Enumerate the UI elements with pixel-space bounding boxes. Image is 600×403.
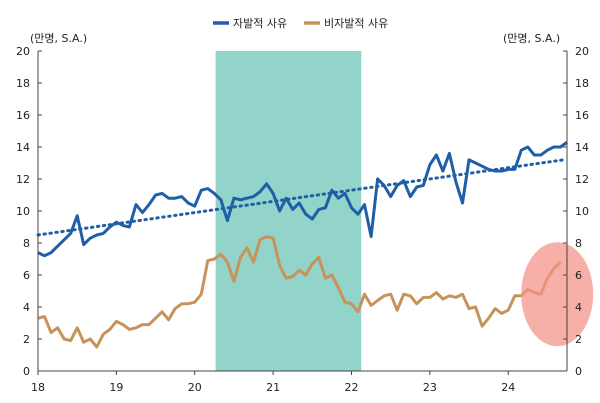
y-tick-label-left: 8 (23, 237, 30, 250)
y-tick-label-left: 20 (16, 45, 30, 58)
y-tick-label-right: 6 (575, 269, 582, 282)
x-tick-label: 21 (266, 381, 280, 394)
trend-line (36, 158, 566, 237)
x-tick-label: 24 (501, 381, 515, 394)
y-unit-left: (만명, S.A.) (30, 32, 87, 45)
y-tick-label-right: 8 (575, 237, 582, 250)
x-tick-label: 20 (188, 381, 202, 394)
legend-label-voluntary: 자발적 사유 (233, 17, 287, 30)
y-tick-label-right: 10 (575, 205, 589, 218)
y-tick-label-right: 18 (575, 77, 589, 90)
shaded-period (215, 51, 362, 371)
y-tick-label-left: 10 (16, 205, 30, 218)
x-tick-label: 19 (109, 381, 123, 394)
y-tick-label-left: 2 (23, 333, 30, 346)
legend: 자발적 사유 비자발적 사유 (213, 17, 388, 30)
y-tick-label-right: 0 (575, 365, 582, 378)
series-line-involuntary (37, 235, 562, 349)
y-tick-label-left: 12 (16, 173, 30, 186)
x-tick-label: 18 (31, 381, 45, 394)
y-tick-label-left: 18 (16, 77, 30, 90)
y-tick-label-left: 16 (16, 109, 30, 122)
y-tick-label-right: 2 (575, 333, 582, 346)
y-tick-label-right: 12 (575, 173, 589, 186)
highlight-circle (521, 242, 594, 347)
x-tick-label: 23 (423, 381, 437, 394)
y-tick-label-right: 20 (575, 45, 589, 58)
y-tick-label-right: 4 (575, 301, 582, 314)
y-tick-label-right: 14 (575, 141, 589, 154)
y-tick-label-left: 4 (23, 301, 30, 314)
y-tick-label-left: 14 (16, 141, 30, 154)
y-tick-label-left: 0 (23, 365, 30, 378)
y-tick-label-right: 16 (575, 109, 589, 122)
series-line-voluntary (37, 140, 568, 258)
legend-label-involuntary: 비자발적 사유 (324, 17, 388, 30)
y-tick-label-left: 6 (23, 269, 30, 282)
y-unit-right: (만명, S.A.) (503, 32, 560, 45)
x-tick-label: 22 (344, 381, 358, 394)
